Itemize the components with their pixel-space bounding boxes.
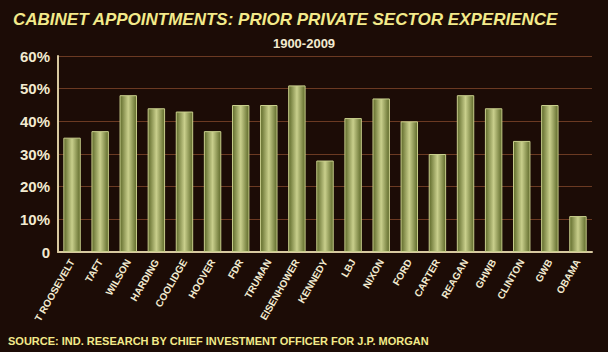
svg-text:WILSON: WILSON (104, 257, 133, 297)
svg-text:REAGAN: REAGAN (439, 257, 470, 300)
svg-text:20%: 20% (20, 178, 50, 195)
svg-text:TRUMAN: TRUMAN (242, 257, 273, 300)
svg-text:1900-2009: 1900-2009 (273, 36, 335, 51)
svg-text:FDR: FDR (226, 257, 246, 280)
svg-text:EISENHOWER: EISENHOWER (258, 257, 302, 322)
svg-text:T ROOSEVELT: T ROOSEVELT (32, 257, 76, 323)
svg-text:30%: 30% (20, 146, 50, 163)
svg-text:GHWB: GHWB (473, 257, 498, 290)
svg-text:SOURCE: IND. RESEARCH BY CHIEF: SOURCE: IND. RESEARCH BY CHIEF INVESTMEN… (8, 335, 429, 347)
svg-text:0: 0 (42, 244, 50, 261)
svg-text:COOLIDGE: COOLIDGE (153, 257, 189, 309)
svg-text:GWB: GWB (533, 257, 555, 284)
svg-text:OBAMA: OBAMA (554, 257, 582, 295)
svg-text:HOOVER: HOOVER (186, 257, 217, 300)
svg-text:CLINTON: CLINTON (495, 257, 527, 301)
svg-text:CARTER: CARTER (412, 257, 442, 299)
svg-text:60%: 60% (20, 48, 50, 65)
svg-text:LBJ: LBJ (339, 257, 358, 279)
svg-text:NIXON: NIXON (361, 257, 386, 290)
svg-text:FORD: FORD (390, 257, 414, 287)
svg-text:HARDING: HARDING (128, 257, 162, 304)
svg-text:TAFT: TAFT (83, 257, 105, 284)
svg-text:10%: 10% (20, 211, 50, 228)
svg-text:40%: 40% (20, 113, 50, 130)
svg-text:50%: 50% (20, 80, 50, 97)
svg-text:CABINET APPOINTMENTS: PRIOR PR: CABINET APPOINTMENTS: PRIOR PRIVATE SECT… (13, 10, 558, 29)
svg-text:KENNEDY: KENNEDY (296, 257, 330, 305)
